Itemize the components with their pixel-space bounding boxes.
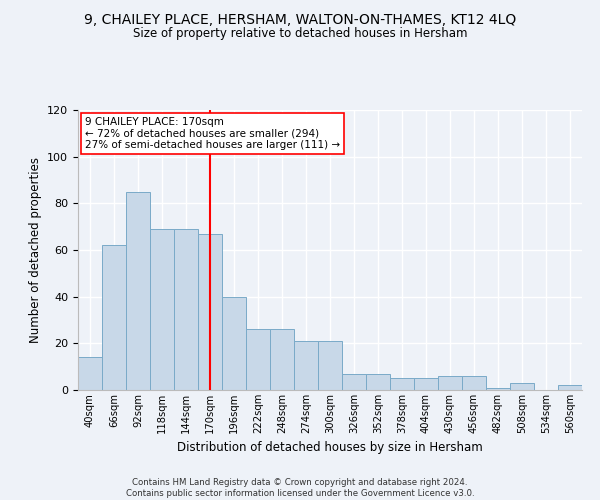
Bar: [126, 192, 150, 390]
Text: 9, CHAILEY PLACE, HERSHAM, WALTON-ON-THAMES, KT12 4LQ: 9, CHAILEY PLACE, HERSHAM, WALTON-ON-THA…: [84, 12, 516, 26]
Bar: [318, 341, 342, 390]
Bar: [270, 330, 294, 390]
Bar: [486, 388, 510, 390]
Bar: [438, 376, 462, 390]
Bar: [510, 383, 534, 390]
Bar: [222, 296, 246, 390]
Bar: [342, 374, 366, 390]
Bar: [102, 246, 126, 390]
Bar: [246, 330, 270, 390]
Y-axis label: Number of detached properties: Number of detached properties: [29, 157, 41, 343]
Bar: [150, 229, 174, 390]
Text: Size of property relative to detached houses in Hersham: Size of property relative to detached ho…: [133, 28, 467, 40]
Bar: [414, 378, 438, 390]
Bar: [78, 358, 102, 390]
Bar: [174, 229, 198, 390]
X-axis label: Distribution of detached houses by size in Hersham: Distribution of detached houses by size …: [177, 442, 483, 454]
Bar: [558, 386, 582, 390]
Bar: [366, 374, 390, 390]
Text: Contains HM Land Registry data © Crown copyright and database right 2024.
Contai: Contains HM Land Registry data © Crown c…: [125, 478, 475, 498]
Bar: [462, 376, 486, 390]
Bar: [390, 378, 414, 390]
Bar: [198, 234, 222, 390]
Text: 9 CHAILEY PLACE: 170sqm
← 72% of detached houses are smaller (294)
27% of semi-d: 9 CHAILEY PLACE: 170sqm ← 72% of detache…: [85, 117, 340, 150]
Bar: [294, 341, 318, 390]
